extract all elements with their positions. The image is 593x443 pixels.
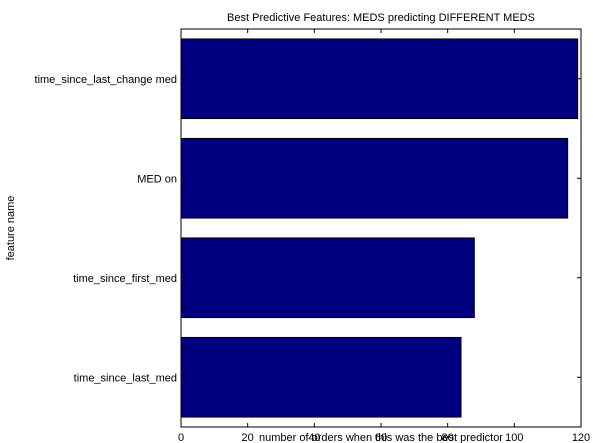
- x-tick-label: 20: [242, 432, 254, 443]
- x-tick-label: 80: [442, 432, 454, 443]
- x-tick-label: 40: [308, 432, 320, 443]
- y-tick-label: MED on: [137, 173, 177, 185]
- bar-4: [180, 336, 462, 418]
- bar-1: [180, 38, 579, 120]
- bars-group: [180, 38, 579, 418]
- chart-title: Best Predictive Features: MEDS predictin…: [227, 12, 535, 24]
- x-axis-label: number of orders when this was the best …: [259, 432, 503, 443]
- bar-3: [180, 237, 475, 319]
- y-tick-label: time_since_last_med: [74, 372, 177, 384]
- bar-2: [180, 137, 569, 219]
- y-tick-label: time_since_last_change med: [35, 74, 177, 86]
- x-ticks-group: 0 20 40 60 80 100 120: [178, 29, 590, 443]
- y-ticks-group: time_since_last_change med MED on time_sin…: [35, 74, 581, 384]
- x-tick-label: 60: [375, 432, 387, 443]
- y-axis-label: feature name: [5, 196, 17, 261]
- x-tick-label: 100: [505, 432, 523, 443]
- x-tick-label: 120: [572, 432, 590, 443]
- x-tick-label: 0: [178, 432, 184, 443]
- y-tick-label: time_since_first_med: [73, 273, 177, 285]
